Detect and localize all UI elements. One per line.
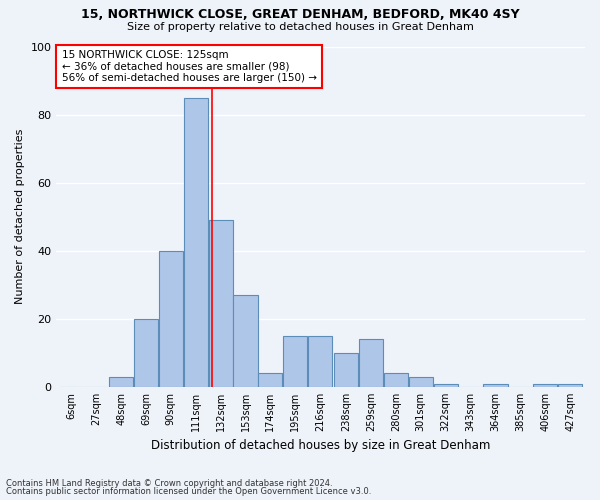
Bar [308,336,332,387]
Text: Contains HM Land Registry data © Crown copyright and database right 2024.: Contains HM Land Registry data © Crown c… [6,478,332,488]
Bar [558,384,582,387]
Bar [334,353,358,387]
Text: Contains public sector information licensed under the Open Government Licence v3: Contains public sector information licen… [6,487,371,496]
Bar [484,384,508,387]
Bar [533,384,557,387]
Y-axis label: Number of detached properties: Number of detached properties [15,129,25,304]
Bar [233,295,257,387]
X-axis label: Distribution of detached houses by size in Great Denham: Distribution of detached houses by size … [151,440,490,452]
Bar [109,376,133,387]
Bar [184,98,208,387]
Bar [159,251,183,387]
Bar [434,384,458,387]
Bar [384,374,408,387]
Bar [209,220,233,387]
Bar [359,340,383,387]
Text: Size of property relative to detached houses in Great Denham: Size of property relative to detached ho… [127,22,473,32]
Bar [283,336,307,387]
Bar [258,374,283,387]
Text: 15, NORTHWICK CLOSE, GREAT DENHAM, BEDFORD, MK40 4SY: 15, NORTHWICK CLOSE, GREAT DENHAM, BEDFO… [80,8,520,20]
Text: 15 NORTHWICK CLOSE: 125sqm
← 36% of detached houses are smaller (98)
56% of semi: 15 NORTHWICK CLOSE: 125sqm ← 36% of deta… [62,50,317,83]
Bar [134,319,158,387]
Bar [409,376,433,387]
